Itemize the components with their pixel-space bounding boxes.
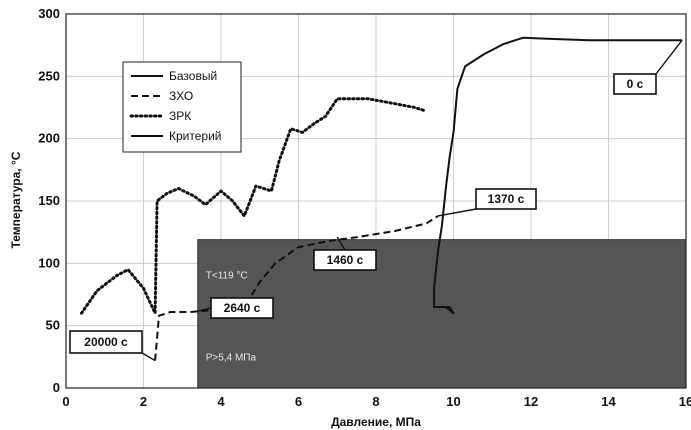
x-tick-label: 10 [446,394,460,409]
x-tick-label: 16 [679,394,691,409]
callout-leader [193,307,212,313]
y-axis-title: Температура, °С [9,151,23,248]
legend-entry: Критерий [169,129,221,143]
y-tick-label: 300 [38,6,60,21]
callout-box [613,73,657,95]
legend-entry: ЗРК [169,109,191,123]
y-tick-labels: 0 50 100 150 200 250 300 [38,6,60,395]
y-tick-label: 250 [38,68,60,83]
series-line-2 [80,97,428,315]
series-line-1 [154,215,439,361]
y-tick-label: 150 [38,193,60,208]
x-axis-title: Давление, МПа [331,415,421,429]
callout-label: 1370 с [488,192,525,206]
y-tick-label: 0 [53,380,60,395]
callout-leader [437,208,477,217]
callout-leader [655,39,683,75]
y-tick-label: 100 [38,255,60,270]
region-label-pressure: P>5,4 МПа [206,353,257,364]
critical-region [197,239,687,389]
legend-entry: ЗХО [169,89,193,103]
x-tick-label: 2 [140,394,147,409]
callout-label: 20000 с [84,335,128,349]
callout-box [475,188,537,210]
legend: Базовый ЗХО ЗРК Критерий [122,61,242,153]
callout-label: 1460 с [327,253,364,267]
x-tick-label: 12 [524,394,538,409]
callout-leader [141,352,156,362]
x-tick-labels: 0 2 4 6 8 10 12 14 16 [62,394,691,409]
callout-leader [336,236,346,251]
x-tick-label: 8 [372,394,379,409]
series-lines [80,36,683,361]
callout-label: 0 с [627,77,644,91]
legend-entry: Базовый [169,69,217,83]
callout-label: 2640 с [224,301,261,315]
region-label-temperature: T<119 °C [206,270,248,281]
series-line-0 [433,36,683,315]
x-tick-label: 0 [62,394,69,409]
y-tick-label: 200 [38,131,60,146]
x-tick-label: 14 [601,394,616,409]
callout-box [210,297,274,319]
y-tick-label: 50 [46,318,60,333]
callout-box [69,330,143,354]
callouts: 0 с 1370 с 1460 с 2640 с 20000 с [69,39,683,362]
plot-area-border [65,13,687,389]
x-tick-label: 4 [217,394,225,409]
x-tick-label: 6 [295,394,302,409]
callout-box [313,249,377,271]
